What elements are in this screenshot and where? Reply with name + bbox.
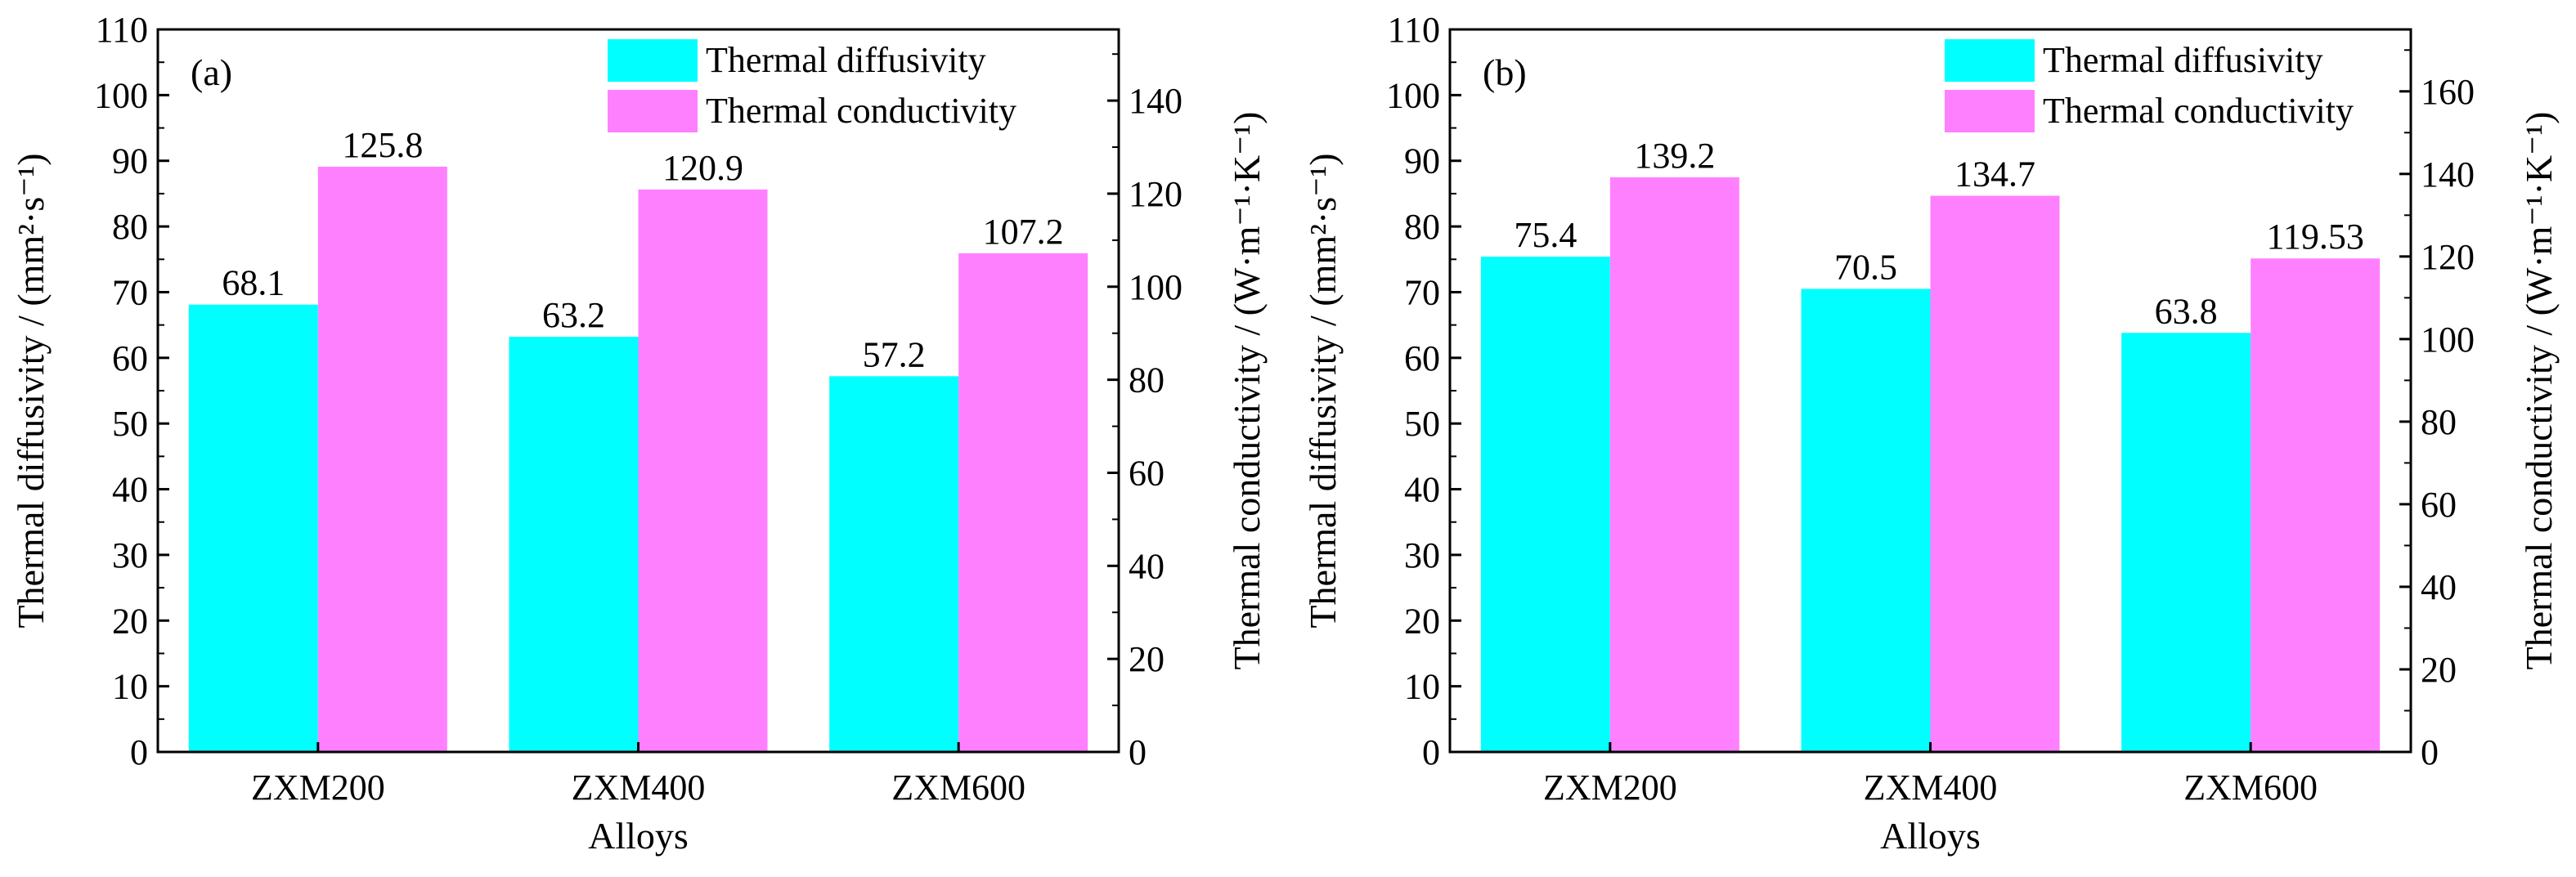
- x-tick-label: ZXM400: [1864, 767, 1998, 808]
- y2-tick-label: 20: [2421, 650, 2457, 690]
- y2-tick-label: 100: [1129, 267, 1183, 307]
- bar-conductivity-zxm200: [1609, 177, 1739, 753]
- chart-panel-b: 75.4 139.2 ZXM200 70.5 134.7 ZXM400 63.8 119.53…: [1302, 10, 2560, 857]
- y-tick-label: 20: [112, 601, 148, 641]
- x-tick-label: ZXM200: [1543, 767, 1677, 808]
- y-tick-label: 50: [1404, 404, 1440, 444]
- y-tick-label: 20: [1404, 601, 1440, 641]
- y-axis-label: Thermal diffusivity / (mm²·s⁻¹): [1302, 153, 1344, 628]
- data-label: 120.9: [662, 148, 743, 188]
- bar-diffusivity-zxm400: [509, 337, 639, 752]
- data-label: 134.7: [1954, 154, 2035, 195]
- bar-diffusivity-zxm600: [829, 376, 959, 752]
- y2-tick-label: 20: [1129, 639, 1165, 679]
- legend-entry: Thermal diffusivity: [706, 40, 986, 80]
- y2-tick-label: 60: [2421, 485, 2457, 525]
- y2-tick-label: 160: [2421, 72, 2475, 112]
- y-tick-label: 90: [1404, 141, 1440, 181]
- x-tick-label: ZXM400: [572, 767, 706, 808]
- y2-tick-label: 40: [2421, 567, 2457, 607]
- y-tick-label: 30: [112, 535, 148, 575]
- y2-tick-label: 0: [2421, 732, 2439, 772]
- chart-panel-a: 68.1 125.8 ZXM200 63.2 120.9 ZXM400 57.2 107.2 Z…: [10, 10, 1268, 857]
- legend-swatch: [1945, 90, 2035, 132]
- data-label: 119.53: [2266, 217, 2363, 257]
- bar-diffusivity-zxm200: [188, 304, 318, 752]
- legend-entry: Thermal diffusivity: [2043, 40, 2323, 80]
- y-tick-label: 30: [1404, 535, 1440, 575]
- bar-conductivity-zxm200: [317, 166, 447, 752]
- legend-entry: Thermal conductivity: [2043, 91, 2354, 131]
- bar-conductivity-zxm400: [1930, 195, 2060, 752]
- y2-tick-label: 60: [1129, 453, 1165, 493]
- x-tick-label: ZXM200: [251, 767, 385, 808]
- y2-axis-label: Thermal conductivity / (W·m⁻¹·K⁻¹): [2518, 112, 2560, 670]
- bar-conductivity-zxm400: [638, 189, 768, 752]
- y-tick-label: 10: [1404, 667, 1440, 707]
- data-label: 75.4: [1514, 215, 1577, 255]
- y2-tick-label: 120: [1129, 174, 1183, 214]
- y2-axis-label: Thermal conductivity / (W·m⁻¹·K⁻¹): [1226, 112, 1268, 670]
- data-label: 125.8: [342, 125, 423, 165]
- y2-tick-label: 120: [2421, 237, 2475, 277]
- y-tick-label: 110: [96, 10, 148, 50]
- x-tick-label: ZXM600: [891, 767, 1025, 808]
- x-axis-label: Alloys: [1880, 815, 1981, 857]
- panel-label: (b): [1483, 51, 1527, 93]
- y-tick-label: 90: [112, 141, 148, 181]
- y-tick-label: 40: [1404, 470, 1440, 510]
- y-tick-label: 10: [112, 667, 148, 707]
- bar-diffusivity-zxm600: [2121, 333, 2251, 752]
- bar-diffusivity-zxm400: [1801, 289, 1931, 752]
- y-tick-label: 0: [130, 732, 148, 772]
- y2-tick-label: 140: [1129, 81, 1183, 121]
- y-tick-label: 80: [112, 207, 148, 247]
- y2-tick-label: 100: [2421, 320, 2475, 360]
- data-label: 70.5: [1834, 247, 1897, 287]
- data-label: 63.8: [2155, 291, 2218, 331]
- y2-tick-label: 140: [2421, 154, 2475, 195]
- y-tick-label: 70: [112, 272, 148, 312]
- data-label: 68.1: [222, 263, 285, 303]
- legend-entry: Thermal conductivity: [706, 91, 1016, 131]
- y-tick-label: 60: [1404, 338, 1440, 378]
- x-axis-label: Alloys: [588, 815, 689, 857]
- y-tick-label: 50: [112, 404, 148, 444]
- y2-tick-label: 80: [2421, 402, 2457, 442]
- y-tick-label: 100: [94, 75, 148, 115]
- y-tick-label: 100: [1386, 75, 1440, 115]
- data-label: 63.2: [542, 295, 605, 335]
- x-tick-label: ZXM600: [2183, 767, 2318, 808]
- data-label: 107.2: [983, 212, 1064, 252]
- y-tick-label: 40: [112, 470, 148, 510]
- y-axis-label: Thermal diffusivity / (mm²·s⁻¹): [10, 153, 52, 628]
- y-tick-label: 60: [112, 338, 148, 378]
- y-tick-label: 70: [1404, 272, 1440, 312]
- y-tick-label: 0: [1422, 732, 1440, 772]
- y2-tick-label: 0: [1129, 732, 1147, 772]
- panel-label: (a): [191, 51, 232, 93]
- legend-swatch: [608, 90, 698, 132]
- legend-swatch: [608, 39, 698, 82]
- y-tick-label: 80: [1404, 207, 1440, 247]
- legend-swatch: [1945, 39, 2035, 82]
- y2-tick-label: 40: [1129, 546, 1165, 586]
- data-label: 139.2: [1634, 136, 1715, 176]
- bar-conductivity-zxm600: [2251, 258, 2381, 752]
- y2-tick-label: 80: [1129, 360, 1165, 400]
- bar-conductivity-zxm600: [958, 253, 1088, 752]
- y-tick-label: 110: [1388, 10, 1440, 50]
- bar-diffusivity-zxm200: [1480, 257, 1610, 752]
- data-label: 57.2: [863, 334, 926, 374]
